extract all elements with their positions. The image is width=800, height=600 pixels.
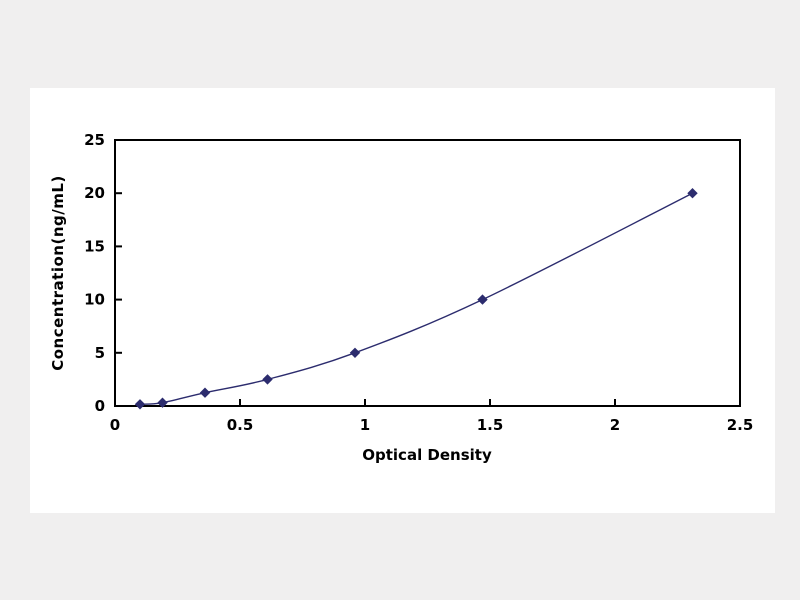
data-point-marker [349,347,361,359]
x-axis-label: Optical Density [362,446,492,464]
data-point-marker [477,294,488,305]
x-tick-label: 2 [610,416,620,434]
y-axis-label: Concentration(ng/mL) [49,175,67,371]
x-tick-label: 1.5 [477,416,504,434]
data-point-marker [157,397,168,408]
plot-frame [114,139,741,407]
y-tick-label: 0 [95,397,105,415]
y-tick-label: 5 [95,344,105,362]
data-point-marker [199,387,211,398]
y-tick-label: 20 [84,184,105,202]
y-tick-label: 25 [84,131,105,149]
y-tick-label: 15 [84,237,105,255]
x-tick-label: 0.5 [227,416,254,434]
x-tick-label: 0 [110,416,120,434]
standard-curve-chart: 0 0.5 1 1.5 2 2.5 0 5 10 15 20 25 Concentration(ng/… [30,88,775,513]
data-point-marker [262,374,273,385]
data-point-marker [134,399,146,410]
y-tick-label: 10 [84,291,105,309]
curve-line [139,192,693,405]
x-tick-label: 1 [360,416,370,434]
data-point-marker [687,187,698,199]
x-tick-label: 2.5 [727,416,754,434]
plot-area: 0 0.5 1 1.5 2 2.5 0 5 10 15 20 25 [84,131,754,434]
